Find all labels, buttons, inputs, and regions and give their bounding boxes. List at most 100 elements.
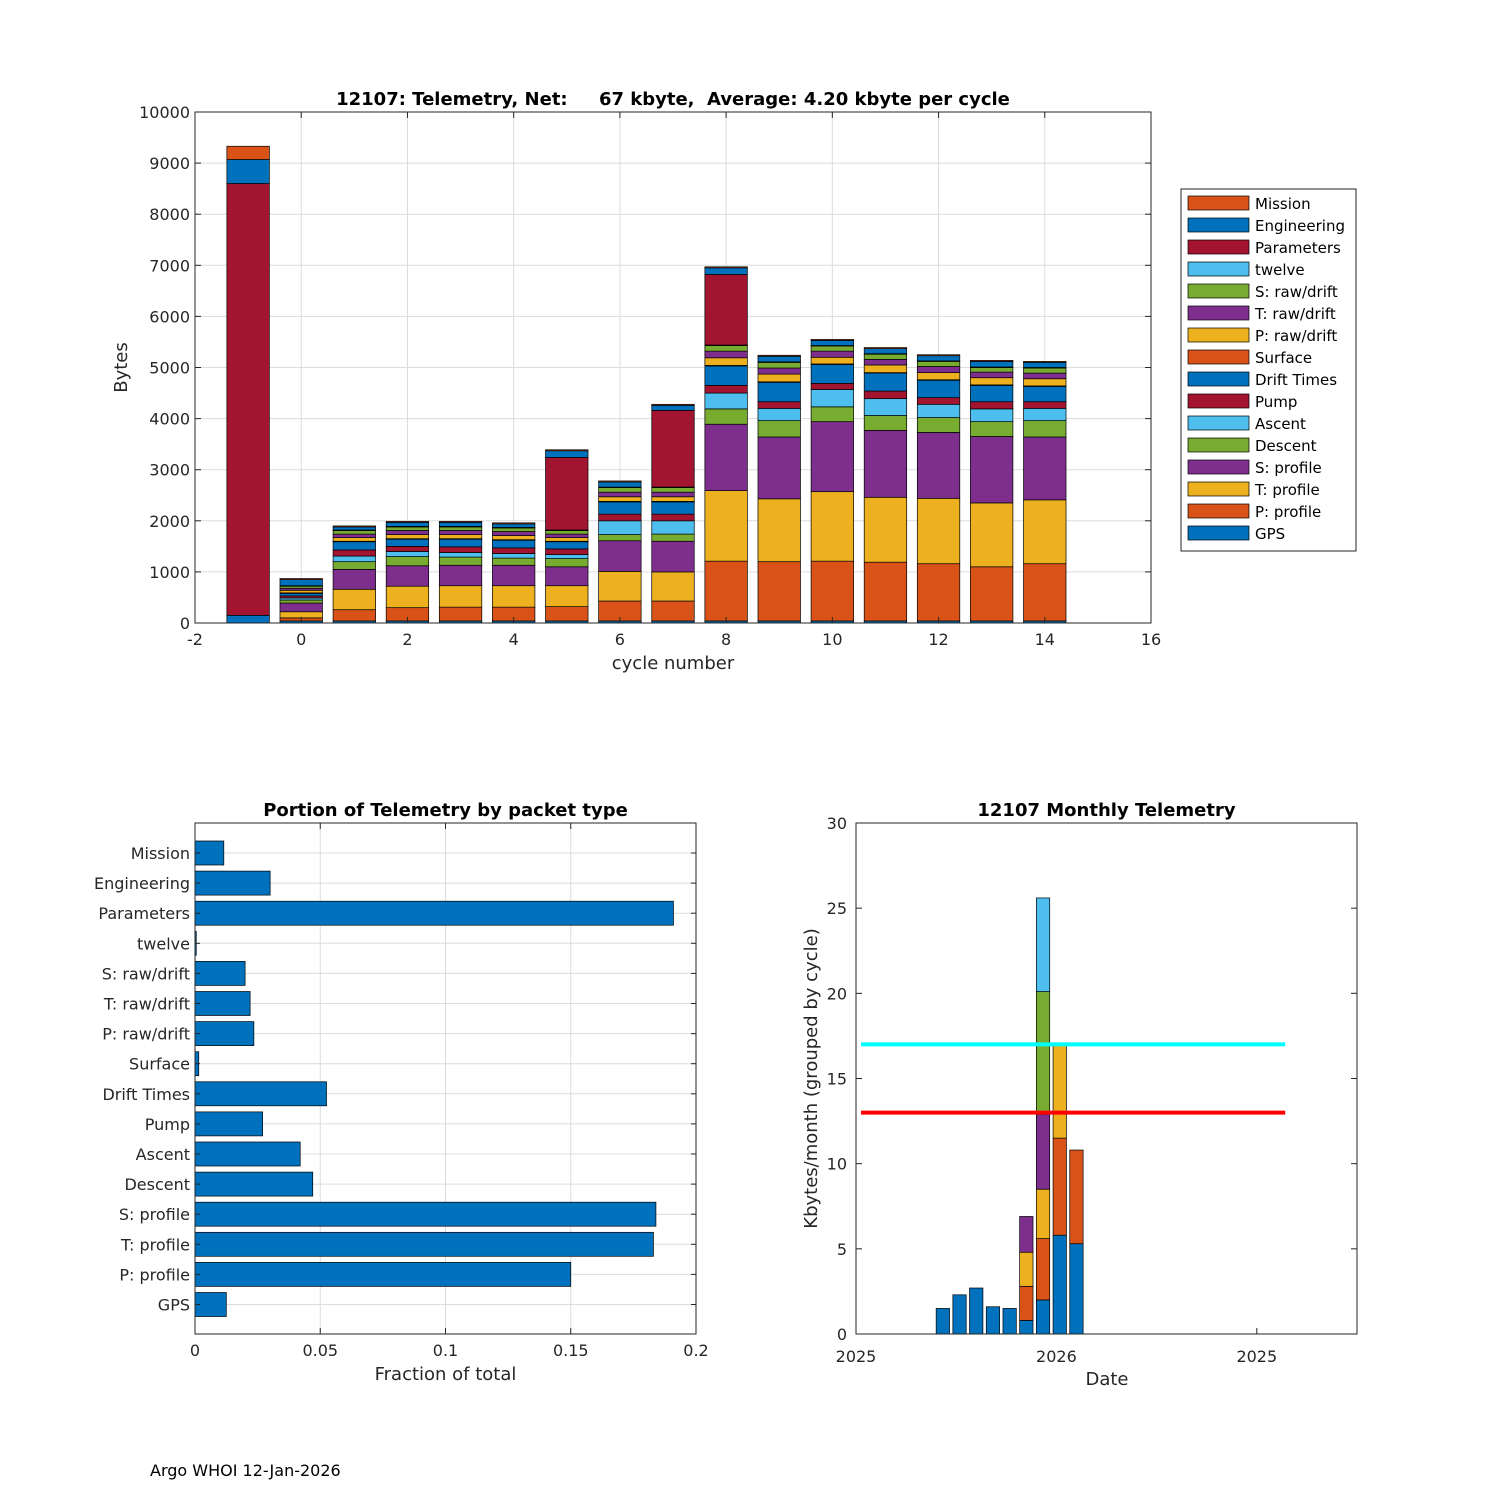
y-tick-label: 0 xyxy=(837,1325,847,1344)
bar-drift-times xyxy=(194,1081,327,1107)
bar-segment-s-raw-drift xyxy=(598,487,642,493)
x-tick-label: 4 xyxy=(509,630,519,649)
bar-segment-p-raw-drift xyxy=(438,534,483,540)
bar-segment-t-profile xyxy=(970,502,1014,568)
x-tick-label: 6 xyxy=(615,630,625,649)
bar-t-raw-drift xyxy=(194,991,251,1016)
legend-label-ascent: Ascent xyxy=(1255,415,1306,433)
bar-segment-s-raw-drift xyxy=(1023,367,1067,374)
legend-label-engineering: Engineering xyxy=(1255,217,1345,235)
monthly-bar-segment xyxy=(1052,1234,1067,1335)
legend-swatch-s-profile xyxy=(1187,459,1250,475)
x-tick-label: 2025 xyxy=(836,1347,877,1366)
y-axis-label: Kbytes/month (grouped by cycle) xyxy=(801,928,822,1228)
bar-segment-pump xyxy=(863,390,908,400)
bar-segment-p-profile xyxy=(545,606,589,622)
bar-segment-t-raw-drift xyxy=(1023,372,1067,380)
bar-segment-drift-times xyxy=(757,381,801,403)
bar-segment-drift-times xyxy=(332,541,376,551)
bar-segment-engineering xyxy=(970,361,1014,368)
bar-segment-pump xyxy=(545,548,589,555)
bar-segment-p-profile xyxy=(863,561,908,622)
bar-segment-engineering xyxy=(757,355,801,363)
legend-label-s-profile: S: profile xyxy=(1255,459,1322,477)
bar-segment-mission xyxy=(492,522,536,525)
bar-segment-p-profile xyxy=(1023,563,1067,622)
y-tick-label-ascent: Ascent xyxy=(136,1145,190,1164)
bar-segment-ascent xyxy=(651,520,695,535)
bar-segment-gps xyxy=(226,614,270,624)
bar-segment-p-profile xyxy=(970,566,1014,622)
legend-swatch-parameters xyxy=(1187,239,1250,255)
x-tick-label: 0.15 xyxy=(553,1341,589,1360)
y-tick-label: 15 xyxy=(827,1070,847,1089)
bar-segment-mission xyxy=(1023,361,1067,363)
monthly-bar-segment xyxy=(1002,1308,1017,1335)
bar-segment-t-profile xyxy=(916,497,961,565)
bar-segment-descent xyxy=(916,417,961,433)
bar-segment-mission xyxy=(332,525,376,528)
bar-segment-s-raw-drift xyxy=(492,527,536,532)
y-tick-label-t-raw-drift: T: raw/drift xyxy=(103,995,190,1014)
bar-segment-t-profile xyxy=(332,588,376,611)
bar-segment-descent xyxy=(492,557,536,566)
y-tick-label-engineering: Engineering xyxy=(94,874,190,893)
bar-segment-pump xyxy=(1023,401,1067,409)
bar-segment-drift-times xyxy=(863,372,908,392)
bar-segment-s-raw-drift xyxy=(651,487,695,493)
bar-segment-engineering xyxy=(385,521,430,527)
y-tick-label: 9000 xyxy=(149,154,190,173)
bar-segment-t-profile xyxy=(651,571,695,602)
y-tick-label: 8000 xyxy=(149,205,190,224)
y-tick-label-mission: Mission xyxy=(131,844,190,863)
bar-segment-ascent xyxy=(810,389,854,408)
bar-segment-engineering xyxy=(279,579,323,587)
bar-segment-parameters xyxy=(545,457,589,531)
y-tick-label: 0 xyxy=(180,614,190,633)
bar-descent xyxy=(194,1171,314,1197)
legend-swatch-t-raw-drift xyxy=(1187,305,1250,321)
bar-segment-p-profile xyxy=(810,560,854,622)
bar-segment-pump xyxy=(651,513,695,522)
bar-segment-mission xyxy=(704,266,748,269)
bar-segment-t-raw-drift xyxy=(651,491,695,498)
y-tick-label: 5000 xyxy=(149,359,190,378)
bar-segment-parameters xyxy=(651,410,695,488)
bar-segment-parameters xyxy=(226,183,270,616)
bar-segment-drift-times xyxy=(545,541,589,550)
chart-title: 12107: Telemetry, Net: 67 kbyte, Average… xyxy=(336,89,1010,110)
bar-segment-ascent xyxy=(492,553,536,559)
bar-segment-p-raw-drift xyxy=(757,373,801,383)
bar-segment-t-raw-drift xyxy=(704,350,748,359)
bar-segment-s-profile xyxy=(332,568,376,590)
bar-segment-pump xyxy=(810,382,854,390)
bar-segment-drift-times xyxy=(385,538,430,547)
y-tick-label-surface: Surface xyxy=(129,1055,190,1074)
bar-segment-parameters xyxy=(704,274,748,346)
bar-segment-t-profile xyxy=(385,585,430,609)
legend-label-mission: Mission xyxy=(1255,195,1311,213)
legend-label-p-profile: P: profile xyxy=(1255,503,1321,521)
bar-segment-descent xyxy=(651,533,695,542)
x-axis-label: Fraction of total xyxy=(375,1364,517,1385)
y-tick-label-t-profile: T: profile xyxy=(120,1235,190,1254)
bar-p-raw-drift xyxy=(194,1021,255,1046)
bar-segment-p-profile xyxy=(332,609,376,622)
monthly-bar-segment xyxy=(1052,1044,1067,1139)
bar-segment-t-raw-drift xyxy=(916,366,961,373)
y-tick-label: 5 xyxy=(837,1240,847,1259)
bar-segment-ascent xyxy=(757,408,801,421)
y-tick-label-twelve: twelve xyxy=(137,934,190,953)
monthly-bar-segment xyxy=(1019,1216,1034,1253)
bar-segment-mission xyxy=(438,520,483,523)
y-tick-label: 4000 xyxy=(149,410,190,429)
bar-segment-s-raw-drift xyxy=(916,361,961,367)
bar-segment-p-raw-drift xyxy=(332,537,376,542)
telemetry-per-cycle-chart: -2 0 2 4 6 8 10 12 14 160100020003000400050006000… xyxy=(111,89,1357,674)
x-tick-label: 16 xyxy=(1141,630,1161,649)
bar-segment-t-profile xyxy=(279,611,323,619)
y-tick-label-p-profile: P: profile xyxy=(119,1265,190,1284)
monthly-bar-segment xyxy=(952,1294,967,1335)
bar-segment-pump xyxy=(916,397,961,405)
bar-ascent xyxy=(194,1141,301,1167)
